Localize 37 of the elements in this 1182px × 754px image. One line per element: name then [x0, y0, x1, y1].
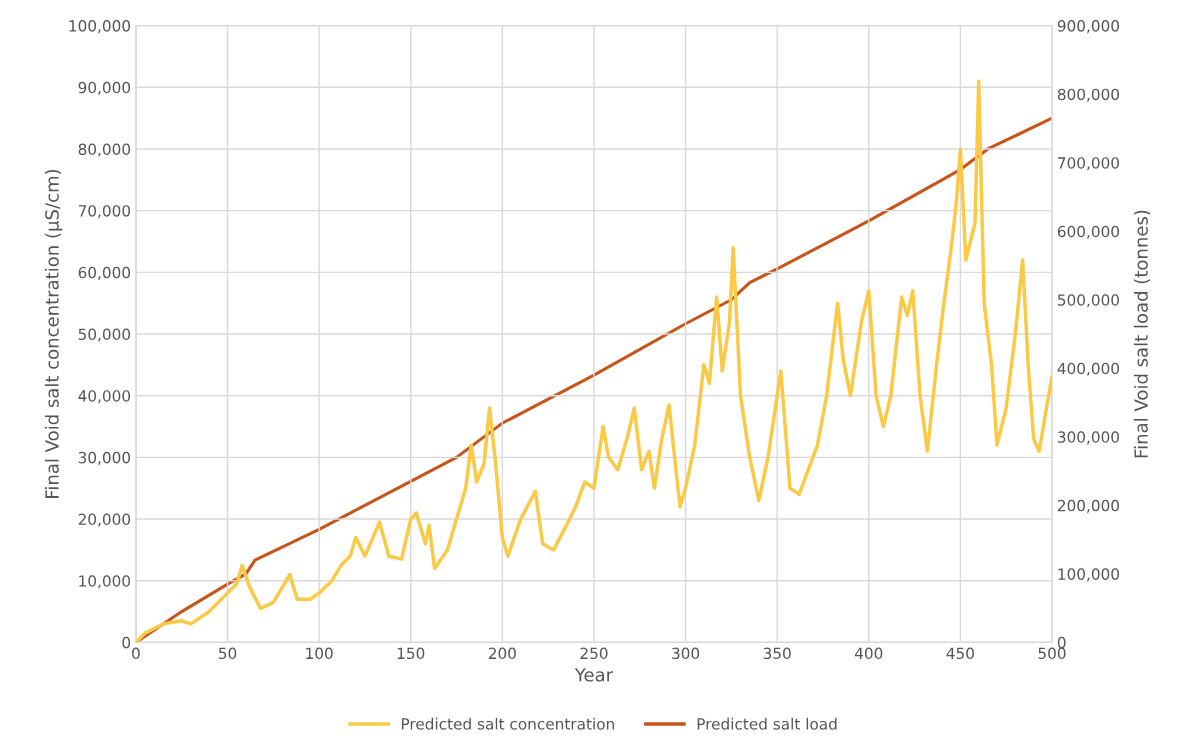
x-tick-label: 300 [672, 647, 700, 660]
y2-tick-label: 900,000 [1057, 20, 1119, 34]
x-tick-label: 150 [397, 647, 425, 660]
y2-tick-label: 0 [1057, 636, 1066, 649]
x-tick-label: 200 [488, 647, 516, 660]
y2-tick-label: 800,000 [1057, 88, 1119, 102]
y2-tick-label: 200,000 [1057, 499, 1119, 513]
y-tick-label: 60,000 [78, 266, 131, 280]
x-tick-label: 250 [580, 647, 608, 660]
y-tick-label: 50,000 [78, 328, 131, 342]
x-tick-label: 500 [1038, 647, 1066, 660]
y-tick-label: 10,000 [79, 575, 131, 589]
y-tick-label: 20,000 [78, 513, 131, 527]
y-tick-label: 0 [122, 636, 131, 649]
y-tick-label: 100,000 [69, 20, 131, 34]
y2-tick-label: 600,000 [1057, 225, 1119, 239]
x-tick-label: 350 [763, 647, 791, 660]
y-tick-label: 70,000 [78, 205, 131, 219]
x-tick-label: 450 [946, 647, 974, 660]
y2-tick-label: 700,000 [1058, 157, 1119, 171]
y-tick-label: 90,000 [78, 81, 131, 95]
x-tick-label: 100 [306, 647, 333, 660]
y2-tick-label: 300,000 [1058, 431, 1119, 445]
y-axis-title: Final Void salt concentration (µS/cm) [44, 169, 63, 498]
x-tick-label: 0 [132, 647, 140, 660]
y2-tick-label: 100,000 [1058, 568, 1119, 582]
y2-tick-label: 400,000 [1057, 362, 1119, 376]
x-tick-label: 50 [218, 647, 237, 660]
x-tick-label: 400 [854, 647, 883, 660]
y-tick-label: 40,000 [78, 390, 131, 404]
y-tick-label: 30,000 [78, 451, 131, 465]
y2-tick-label: 500,000 [1058, 294, 1119, 308]
legend-label: Predicted salt load [697, 717, 837, 730]
y-tick-label: 80,000 [78, 143, 131, 157]
x-axis-title: Year [574, 668, 614, 682]
y2-axis-title: Final Void salt load (tonnes) [1133, 210, 1151, 458]
legend-label: Predicted salt concentration [401, 717, 614, 730]
